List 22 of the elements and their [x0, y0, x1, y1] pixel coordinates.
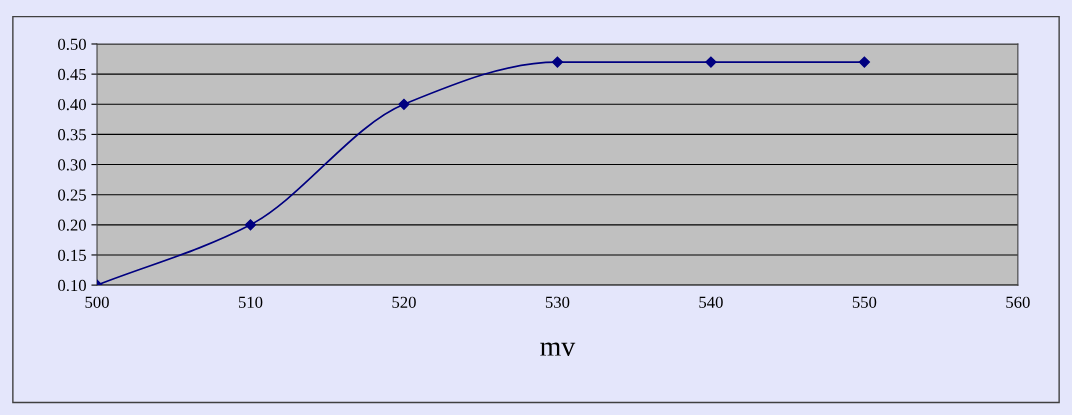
point	[244, 219, 257, 231]
y-tick-label: 0.40	[58, 98, 86, 111]
y-tick-label: 0.30	[58, 159, 86, 171]
point	[705, 56, 717, 68]
y-tick-label: 0.20	[58, 219, 86, 231]
y-tick-label: 0.35	[58, 129, 86, 141]
x-tick-label: 540	[699, 296, 723, 308]
x-axis-title: mv	[540, 342, 576, 356]
x-tick-label: 520	[392, 296, 416, 308]
x-tick-label: 550	[852, 296, 877, 308]
x-tick-label: 510	[238, 296, 263, 308]
y-tick-label: 0.45	[58, 68, 86, 81]
point	[398, 98, 410, 110]
y-tick-label: 0.10	[58, 279, 86, 292]
x-tick-label: 560	[1006, 296, 1030, 308]
point	[551, 56, 564, 68]
x-tick-label: 530	[545, 296, 570, 308]
point	[858, 56, 870, 68]
y-tick-label: 0.25	[58, 189, 86, 201]
y-tick-label: 0.15	[58, 249, 86, 261]
x-tick-label: 500	[85, 296, 109, 308]
y-tick-label: 0.50	[58, 38, 86, 51]
